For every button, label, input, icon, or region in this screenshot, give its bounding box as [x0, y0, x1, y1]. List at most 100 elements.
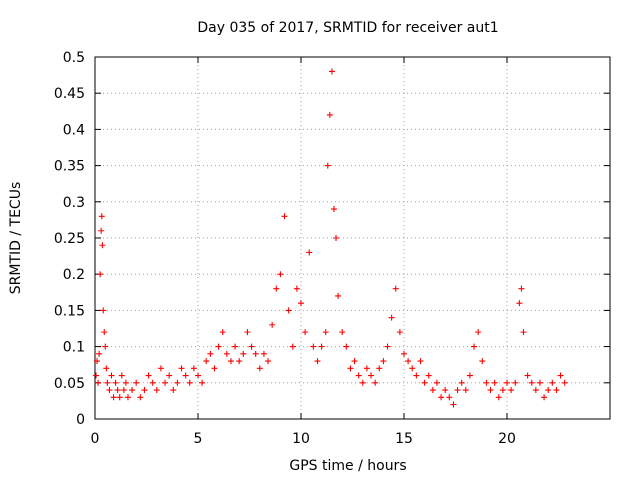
data-point [347, 365, 354, 372]
data-point [277, 271, 284, 278]
data-point [499, 387, 506, 394]
data-point [330, 206, 337, 213]
data-point [244, 329, 251, 336]
data-point [396, 329, 403, 336]
data-point [359, 379, 366, 386]
data-point [442, 387, 449, 394]
data-point [302, 329, 309, 336]
data-point [409, 365, 416, 372]
data-point [166, 372, 173, 379]
data-point [98, 227, 105, 234]
data-point [363, 365, 370, 372]
data-point [524, 372, 531, 379]
data-point [541, 394, 548, 401]
data-point [335, 292, 342, 299]
data-point [223, 350, 230, 357]
data-point [110, 394, 117, 401]
data-point [104, 379, 111, 386]
data-point [401, 350, 407, 357]
data-point [561, 379, 568, 386]
data-point [162, 379, 169, 386]
y-tick-label: 0.35 [54, 159, 85, 175]
data-point [129, 387, 136, 394]
data-point [351, 358, 358, 365]
data-point [124, 394, 131, 401]
data-point [101, 329, 108, 336]
y-tick-label: 0.2 [63, 267, 85, 283]
data-point [96, 350, 103, 357]
data-point [281, 213, 288, 220]
data-point [103, 365, 110, 372]
data-point [153, 387, 160, 394]
y-tick-label: 0.15 [54, 303, 85, 319]
data-point [285, 307, 292, 314]
x-axis-label: GPS time / hours [289, 458, 406, 474]
data-point [95, 379, 102, 386]
data-point [236, 358, 243, 365]
data-point [438, 394, 445, 401]
grid [95, 57, 610, 419]
data-point [133, 379, 140, 386]
data-point [98, 213, 105, 220]
data-point [421, 379, 428, 386]
data-point [557, 372, 564, 379]
data-point [227, 358, 234, 365]
data-point [137, 394, 144, 401]
data-point [293, 285, 300, 292]
data-point [207, 350, 214, 357]
data-point [528, 379, 535, 386]
data-point [549, 379, 556, 386]
data-point [516, 300, 523, 307]
data-point [298, 300, 304, 307]
data-point [380, 358, 387, 365]
data-point [99, 242, 106, 249]
data-point [122, 379, 129, 386]
data-point [112, 379, 119, 386]
data-point [100, 307, 107, 314]
x-tick-label: 15 [395, 431, 413, 447]
chart-title: Day 035 of 2017, SRMTID for receiver aut… [197, 20, 498, 36]
data-point [355, 372, 362, 379]
y-tick-label: 0.05 [54, 376, 85, 392]
x-tick-label: 10 [292, 431, 310, 447]
y-tick-label: 0.1 [63, 340, 85, 356]
data-point [512, 379, 519, 386]
data-point [182, 372, 189, 379]
data-point [310, 343, 317, 350]
x-tick-label: 20 [498, 431, 516, 447]
data-point [141, 387, 148, 394]
data-point [532, 387, 539, 394]
data-point [553, 387, 560, 394]
data-point [190, 365, 197, 372]
y-tick-label: 0.45 [54, 86, 85, 102]
data-point [102, 343, 109, 350]
data-point [114, 387, 121, 394]
data-point [471, 343, 478, 350]
data-point [108, 372, 115, 379]
data-point [425, 372, 432, 379]
data-point [508, 387, 515, 394]
data-point [93, 372, 100, 379]
data-point [518, 285, 525, 292]
data-point [203, 358, 210, 365]
y-tick-label: 0.25 [54, 231, 85, 247]
data-point [118, 372, 125, 379]
data-point [413, 372, 420, 379]
data-point [417, 358, 424, 365]
data-point [265, 358, 272, 365]
data-point [248, 343, 255, 350]
data-point [388, 314, 395, 321]
data-points [93, 68, 568, 408]
data-point [326, 111, 333, 118]
data-point [322, 329, 329, 336]
data-point [260, 350, 267, 357]
data-point [269, 321, 276, 328]
y-tick-label: 0 [76, 412, 85, 428]
data-point [429, 387, 436, 394]
data-point [306, 249, 313, 256]
data-point [149, 379, 156, 386]
data-point [475, 329, 482, 336]
data-point [405, 358, 412, 365]
data-point [333, 235, 340, 241]
